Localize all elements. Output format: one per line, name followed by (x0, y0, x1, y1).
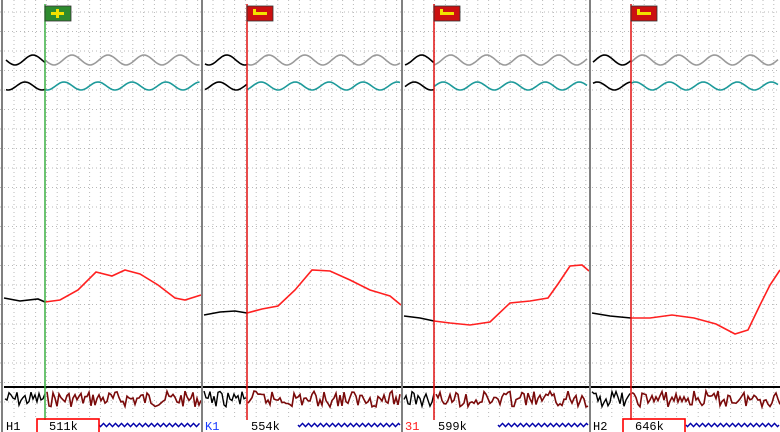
signal-trace-3-pre (203, 310, 248, 316)
signal-trace-1 (44, 54, 200, 66)
signal-trace-4-pre (591, 389, 631, 409)
signal-trace-3-pre (591, 312, 632, 319)
bottom-blue-wave (685, 422, 780, 428)
signal-trace-2 (44, 81, 200, 91)
signal-trace-4-pre (4, 390, 46, 408)
signal-trace-1-pre (592, 54, 631, 66)
panel-label-prefix: 31 (405, 420, 419, 432)
red-stop-flag-icon[interactable] (246, 5, 274, 22)
signal-trace-3-pre (3, 297, 46, 303)
panel-label-prefix: K1 (205, 420, 219, 432)
cursor-marker-2[interactable] (246, 4, 274, 420)
signal-trace-4-pre (403, 390, 435, 409)
signal-trace-3-pre (403, 315, 435, 322)
panel-label-value: 646k (635, 420, 664, 432)
cursor-marker-1[interactable] (44, 4, 72, 420)
signal-trace-4-pre (203, 390, 247, 409)
red-stop-flag-icon[interactable] (433, 5, 461, 22)
signal-trace-4 (631, 388, 780, 410)
signal-trace-3 (433, 264, 590, 326)
panel-dividers (1, 0, 591, 432)
bottom-blue-wave (98, 422, 201, 428)
signal-trace-1-pre (5, 54, 46, 66)
cursor-marker-4[interactable] (630, 4, 658, 420)
signal-trace-3 (246, 269, 402, 314)
signal-trace-2 (246, 81, 401, 91)
value-highlight-box (36, 418, 100, 432)
bottom-blue-wave (497, 422, 589, 428)
signal-trace-4 (435, 389, 589, 410)
bottom-blue-wave (297, 422, 401, 428)
panel-label-value: 554k (251, 420, 280, 432)
signal-trace-2-pre (404, 81, 434, 91)
cursor-marker-3[interactable] (433, 4, 461, 420)
signal-trace-4 (46, 388, 202, 410)
panel-labels: H1 511k K1 554k 31 599k H2 646k (6, 418, 686, 432)
signal-trace-2-pre (5, 81, 46, 91)
signal-trace-3 (631, 269, 780, 335)
value-highlight-box (622, 418, 686, 432)
signal-trace-2-pre (204, 81, 248, 91)
signal-trace-2-pre (592, 81, 631, 91)
panel-label-prefix: H1 (6, 420, 20, 432)
signal-traces (3, 54, 780, 428)
signal-trace-2 (433, 81, 588, 91)
signal-trace-1-pre (204, 54, 248, 66)
signal-trace-1-pre (404, 54, 435, 66)
panel-label-prefix: H2 (593, 420, 607, 432)
cursor-markers (44, 4, 658, 420)
green-start-flag-icon[interactable] (44, 5, 72, 22)
signal-trace-1 (433, 54, 588, 66)
red-stop-flag-icon[interactable] (630, 5, 658, 22)
signal-trace-1 (246, 54, 401, 66)
panel-label-value: 511k (49, 420, 78, 432)
signal-trace-4 (247, 389, 401, 410)
signal-trace-2 (630, 81, 779, 91)
panel-label-value: 599k (438, 420, 467, 432)
signal-trace-1 (630, 54, 779, 66)
signal-trace-3 (44, 269, 202, 303)
